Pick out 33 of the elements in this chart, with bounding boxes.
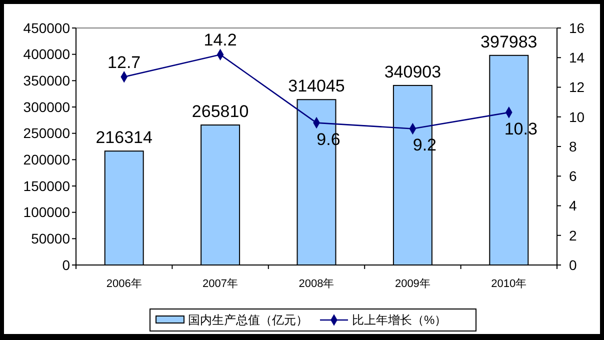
y2-tick-label: 2 [569, 227, 577, 244]
y2-tick-label: 14 [569, 50, 585, 66]
y2-tick-label: 0 [569, 256, 577, 273]
legend-label: 国内生产总值（亿元） [188, 313, 308, 328]
y-tick-label: 300000 [23, 98, 70, 115]
y-tick-label: 250000 [23, 125, 70, 142]
y-tick-label: 100000 [23, 204, 70, 220]
data-label: 340903 [384, 62, 442, 82]
x-tick-label: 2009年 [394, 278, 430, 290]
data-label: 397983 [480, 32, 538, 52]
y-tick-label: 50000 [31, 230, 70, 247]
y2-tick-label: 10 [569, 108, 585, 125]
data-label: 14.2 [204, 30, 237, 50]
data-label: 314045 [288, 76, 345, 96]
y2-tick-label: 12 [569, 79, 585, 96]
x-tick-label: 2006年 [106, 278, 142, 290]
data-label: 12.7 [108, 52, 141, 72]
y-tick-label: 400000 [23, 46, 70, 62]
data-label: 265810 [192, 102, 249, 122]
y-tick-label: 0 [62, 256, 70, 273]
x-tick-label: 2010年 [491, 278, 527, 290]
x-tick-label: 2008年 [298, 278, 334, 290]
y2-tick-label: 16 [569, 20, 585, 36]
y-tick-label: 150000 [23, 178, 70, 194]
y2-tick-label: 6 [569, 168, 577, 184]
x-tick-label: 2007年 [202, 278, 238, 290]
data-label: 216314 [96, 128, 152, 148]
legend-label: 比上年增长（%） [352, 313, 447, 328]
y2-tick-label: 8 [569, 138, 577, 154]
y2-tick-label: 4 [569, 198, 577, 214]
y-tick-label: 350000 [23, 72, 70, 89]
y-tick-label: 200000 [23, 152, 70, 168]
y-tick-label: 450000 [23, 20, 70, 36]
